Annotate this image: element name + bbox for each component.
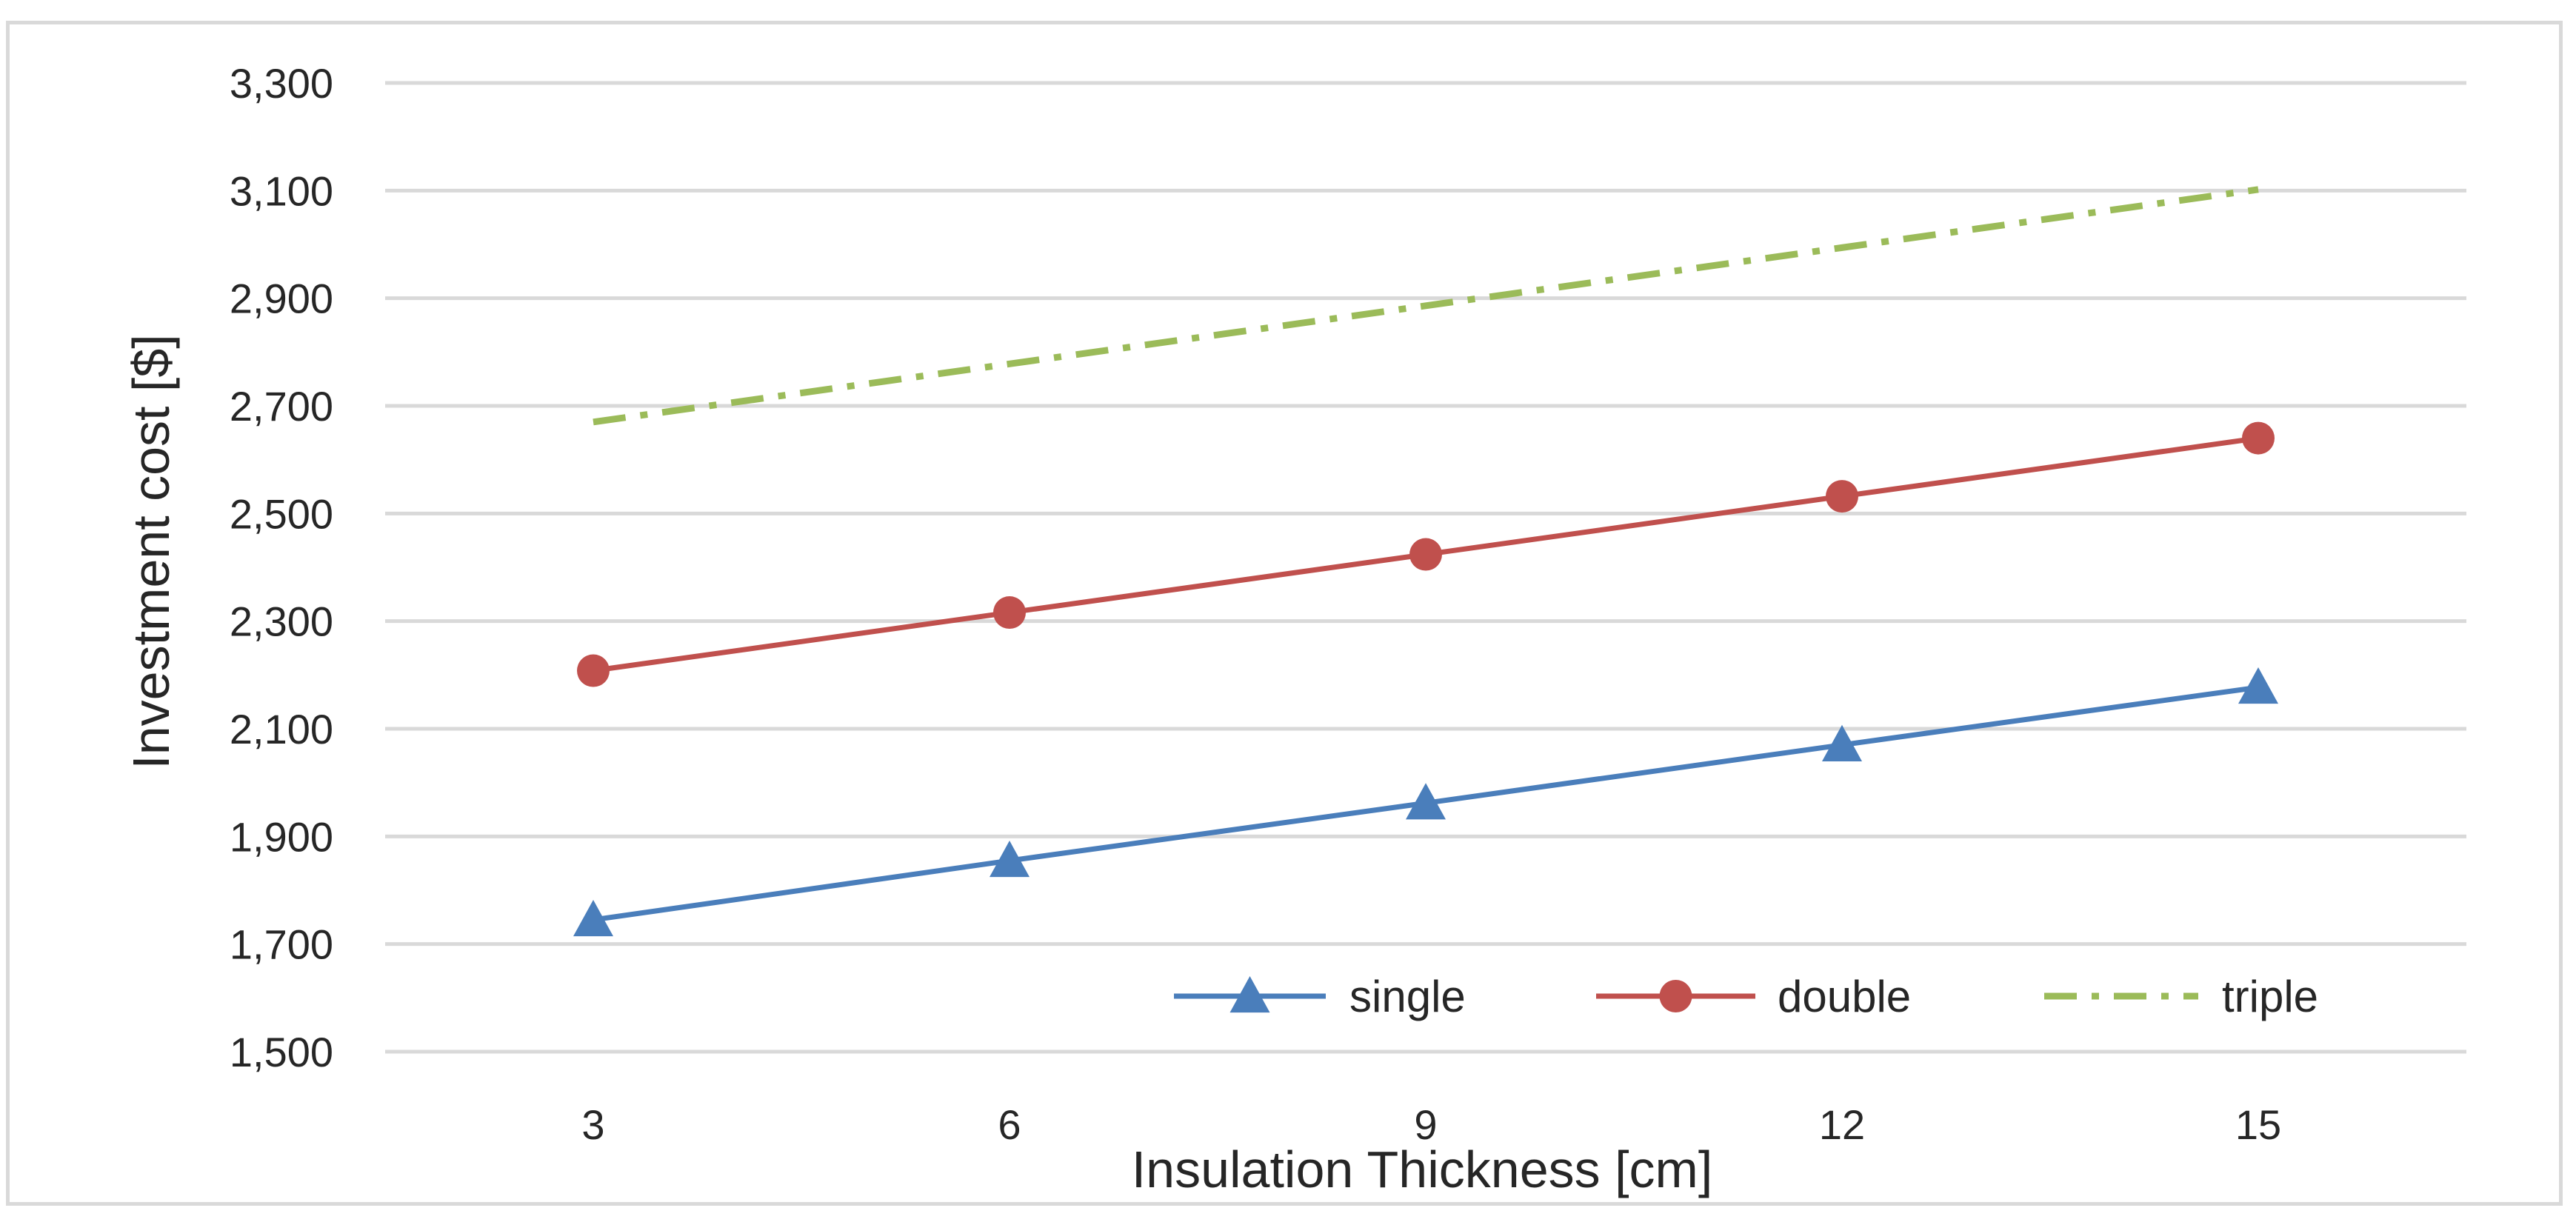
series-line-triple	[593, 186, 2259, 426]
data-point-double	[993, 596, 1026, 630]
y-tick-label: 1,700	[230, 921, 333, 968]
x-tick-label: 15	[2235, 1101, 2281, 1148]
y-tick-label: 2,100	[230, 706, 333, 752]
y-tick-label: 3,300	[230, 60, 333, 107]
series-markers	[573, 421, 2278, 937]
x-axis-title: Insulation Thickness [cm]	[1132, 1141, 1713, 1198]
y-axis-ticks: 1,500 1,700 1,900 2,100 2,300 2,500 2,700 2,900…	[230, 60, 333, 1075]
gridlines	[385, 81, 2466, 1054]
chart-frame	[6, 21, 2563, 1206]
data-point-single	[573, 899, 613, 937]
data-point-double	[1826, 480, 1858, 513]
y-tick-label: 2,300	[230, 598, 333, 645]
y-tick-label: 2,500	[230, 490, 333, 537]
y-tick-label: 3,100	[230, 167, 333, 214]
y-tick-label: 1,500	[230, 1029, 333, 1075]
x-tick-label: 12	[1819, 1101, 1865, 1148]
x-axis-ticks: 3 6 9 12 15	[581, 1101, 2281, 1148]
x-tick-label: 9	[1414, 1101, 1437, 1148]
legend-label-double: double	[1778, 972, 1911, 1021]
legend-marker-double	[1659, 980, 1692, 1012]
data-point-double	[2242, 421, 2275, 455]
y-tick-label: 2,900	[230, 276, 333, 322]
legend-label-triple: triple	[2222, 972, 2318, 1021]
data-point-double	[1409, 538, 1442, 571]
data-point-single	[1406, 783, 1446, 820]
legend: single double triple	[1174, 972, 2318, 1021]
legend-marker-single	[1229, 976, 1270, 1013]
data-point-single	[990, 841, 1030, 878]
y-tick-label: 2,700	[230, 383, 333, 430]
x-tick-label: 3	[581, 1101, 604, 1148]
y-axis-title: Investment cost [$]	[122, 334, 180, 769]
x-tick-label: 6	[998, 1101, 1021, 1148]
legend-label-single: single	[1349, 972, 1466, 1021]
data-point-single	[2238, 667, 2278, 704]
y-tick-label: 1,900	[230, 813, 333, 860]
data-point-double	[577, 654, 610, 687]
data-point-single	[1822, 724, 1862, 761]
